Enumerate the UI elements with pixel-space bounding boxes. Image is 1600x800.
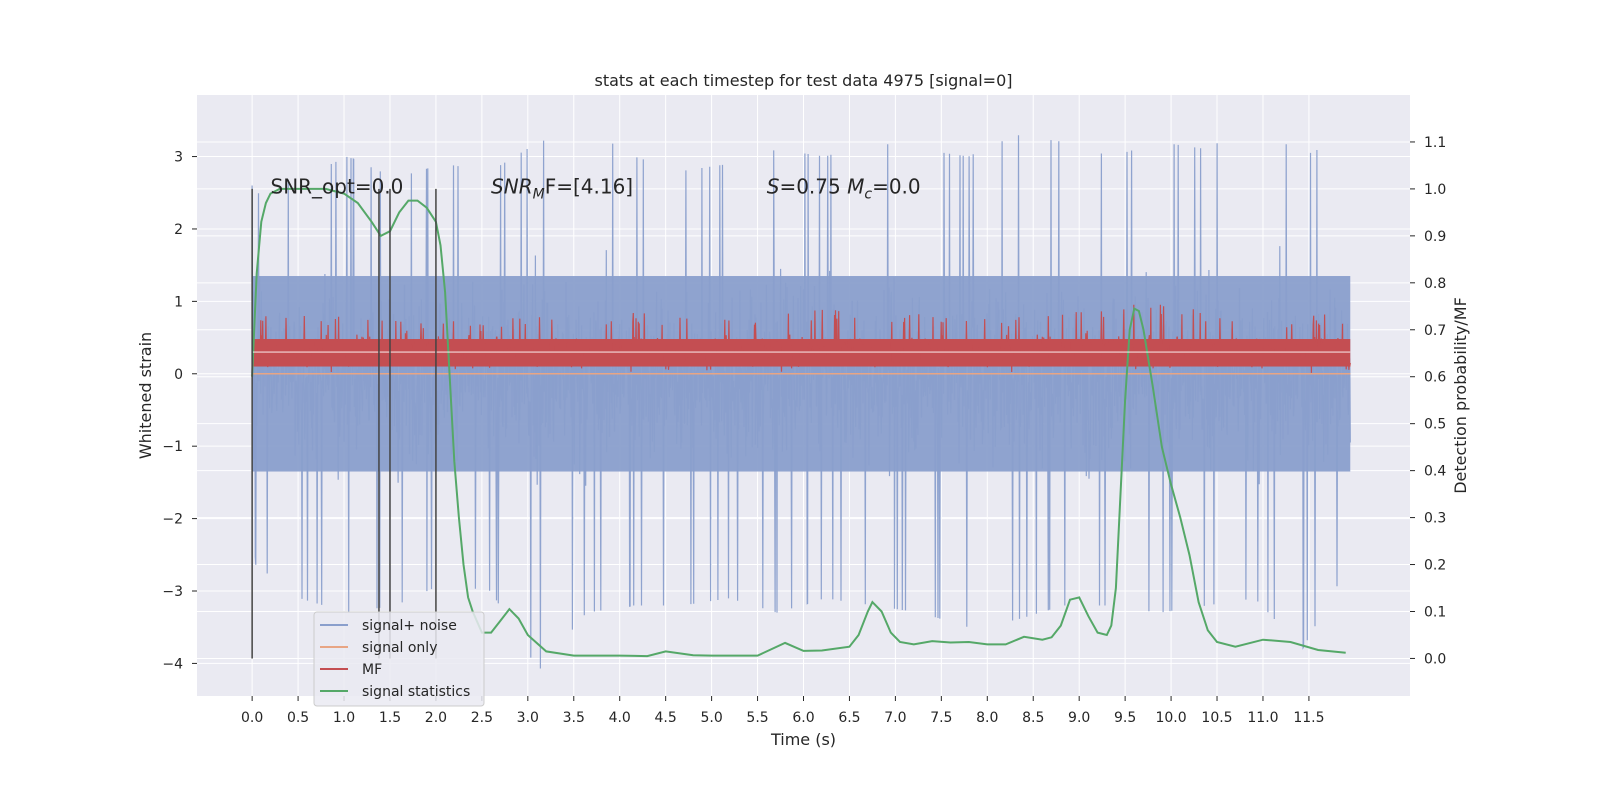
annotation-text: =0.75 [779,175,847,199]
series-signal-statistics [251,187,1346,658]
legend-label: signal+ noise [362,618,457,634]
y2-tick-label: 0.9 [1424,229,1446,245]
x-tick-label: 7.5 [930,710,952,726]
x-tick-label: 6.5 [838,710,860,726]
annotation-text: S [767,175,780,199]
legend-label: signal statistics [362,684,470,700]
annotation-s-mc: S=0.75 Mc=0.0 [767,175,921,203]
x-tick-label: 8.0 [976,710,998,726]
x-tick-label: 6.0 [792,710,814,726]
annotation-text: SNR [491,175,533,199]
annotation-snr-mf: SNRMF=[4.16] [491,175,633,203]
chart-title: stats at each timestep for test data 497… [594,71,1012,90]
x-tick-label: 2.0 [425,710,447,726]
y-tick-label: −1 [162,439,183,455]
y2-tick-label: 1.0 [1424,182,1446,198]
y2-tick-label: 0.0 [1424,651,1446,667]
y2-tick-label: 0.7 [1424,323,1446,339]
y-axis-label: Whitened strain [136,332,155,459]
y2-tick-label: 0.5 [1424,417,1446,433]
y2-tick-label: 1.1 [1424,135,1446,151]
x-tick-label: 1.5 [379,710,401,726]
annotations: SNR_opt=0.0 SNRMF=[4.16] S=0.75 Mc=0.0 [271,175,921,203]
y-tick-label: 3 [174,150,183,166]
signal-statistics-line [251,187,1346,658]
x-tick-label: 5.5 [746,710,768,726]
y-tick-label: −4 [162,656,183,672]
x-tick-label: 0.5 [287,710,309,726]
x-tick-label: 10.0 [1155,710,1186,726]
x-tick-label: 3.0 [517,710,539,726]
x-tick-label: 9.5 [1114,710,1136,726]
x-tick-label: 3.5 [563,710,585,726]
x-tick-label: 5.0 [700,710,722,726]
x-tick-label: 11.5 [1293,710,1324,726]
x-tick-label: 0.0 [241,710,263,726]
legend: signal+ noise signal only MF signal statist… [313,611,485,707]
x-tick-label: 11.0 [1247,710,1278,726]
x-tick-label: 10.5 [1201,710,1232,726]
plot-content [251,135,1351,669]
y-tick-label: 2 [174,222,183,238]
y-tick-label: 0 [174,367,183,383]
x-tick-label: 9.0 [1068,710,1090,726]
y-tick-label: 1 [174,294,183,310]
legend-label: signal only [362,640,437,656]
y2-tick-label: 0.6 [1424,370,1446,386]
x-tick-label: 8.5 [1022,710,1044,726]
y2-axis-label: Detection probability/MF [1451,297,1470,494]
y2-tick-label: 0.1 [1424,604,1446,620]
x-tick-label: 7.0 [884,710,906,726]
y2-tick-label: 0.8 [1424,276,1446,292]
x-tick-label: 1.0 [333,710,355,726]
annotation-text: M [533,187,545,203]
x-tick-label: 4.5 [655,710,677,726]
axes: 0.0 0.5 1.0 1.5 2.0 2.5 3.0 3.5 4.0 4.5 5.0 5.5 6.0 6… [162,135,1446,726]
x-tick-label: 4.0 [609,710,631,726]
y2-tick-label: 0.4 [1424,464,1446,480]
annotation-snr-opt: SNR_opt=0.0 [271,175,404,199]
legend-box [313,611,485,707]
annotation-text: SNR_opt=0.0 [271,175,404,199]
x-tick-label: 2.5 [471,710,493,726]
y2-tick-label: 0.2 [1424,558,1446,574]
annotation-text: c [864,187,872,203]
annotation-text: F=[4.16] [545,175,633,199]
legend-label: MF [362,662,382,678]
y-tick-label: −3 [162,584,183,600]
y-tick-label: −2 [162,512,183,528]
annotation-text: =0.0 [872,175,921,199]
annotation-text: M [847,175,864,199]
x-axis-label: Time (s) [770,730,836,749]
y2-tick-label: 0.3 [1424,511,1446,527]
